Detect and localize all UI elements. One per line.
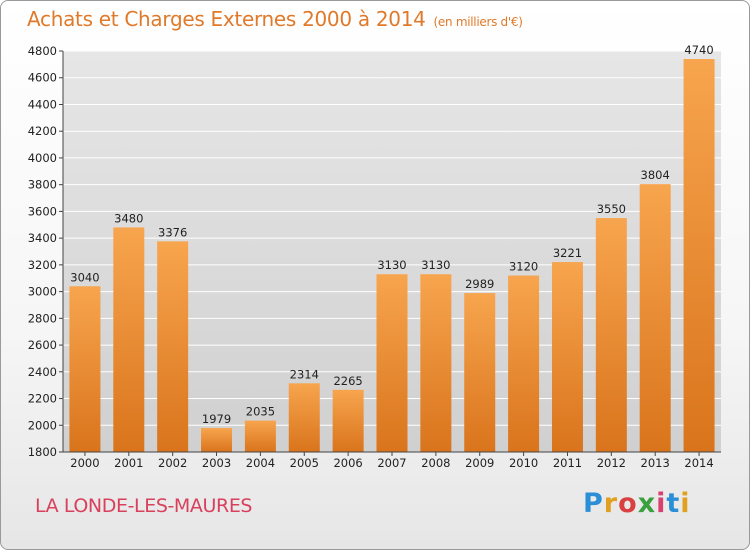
x-tick-label-2006: 2006 <box>333 456 362 470</box>
x-tick-label-2014: 2014 <box>684 456 713 470</box>
logo-letter: o <box>618 488 638 519</box>
city-name: LA LONDE-LES-MAURES <box>35 495 253 517</box>
bar-2000 <box>69 286 101 452</box>
value-label-2007: 3130 <box>377 258 406 272</box>
bars: 3040 3480 3376 1979 2035 2314 2265 3130 3130 2989… <box>69 43 715 453</box>
value-label-2005: 2314 <box>290 367 319 381</box>
logo-letter: t <box>666 488 681 519</box>
value-label-2008: 3130 <box>421 258 450 272</box>
y-axis: 1800 2000 2200 2400 2600 2800 3000 3200 3400 3600… <box>28 44 64 459</box>
y-tick-label: 1800 <box>28 445 57 459</box>
chart-subtitle: (en milliers d'€) <box>433 15 523 29</box>
value-label-2009: 2989 <box>465 277 494 291</box>
logo-letter: x <box>637 488 657 519</box>
y-tick-label: 3400 <box>28 231 57 245</box>
x-tick-label-2008: 2008 <box>421 456 450 470</box>
value-label-2002: 3376 <box>158 225 187 239</box>
bar-2006 <box>332 389 364 452</box>
x-tick-label-2001: 2001 <box>114 456 143 470</box>
chart-title-text: Achats et Charges Externes 2000 à 2014 <box>27 7 426 31</box>
y-tick-label: 2600 <box>28 338 57 352</box>
value-label-2011: 3221 <box>553 246 582 260</box>
x-tick-label-2005: 2005 <box>290 456 319 470</box>
bar-2001 <box>113 227 145 452</box>
value-label-2013: 3804 <box>641 168 670 182</box>
value-label-2012: 3550 <box>597 202 626 216</box>
value-label-2000: 3040 <box>70 270 99 284</box>
y-tick-label: 2200 <box>28 392 57 406</box>
bar-2002 <box>157 241 189 452</box>
bar-2007 <box>376 274 408 452</box>
y-tick-label: 4800 <box>28 44 57 58</box>
logo-letter: P <box>583 488 604 519</box>
x-tick-label-2004: 2004 <box>246 456 275 470</box>
x-tick-label-2010: 2010 <box>509 456 538 470</box>
y-tick-label: 4400 <box>28 97 57 111</box>
value-label-2003: 1979 <box>202 412 231 426</box>
y-tick-label: 3600 <box>28 204 57 218</box>
value-label-2004: 2035 <box>246 405 275 419</box>
proxiti-logo: Proxiti <box>583 488 691 519</box>
y-tick-label: 4200 <box>28 124 57 138</box>
y-tick-label: 2400 <box>28 365 57 379</box>
x-tick-label-2012: 2012 <box>597 456 626 470</box>
x-tick-label-2000: 2000 <box>70 456 99 470</box>
y-tick-label: 3200 <box>28 258 57 272</box>
x-tick-label-2007: 2007 <box>377 456 406 470</box>
x-tick-label-2002: 2002 <box>158 456 187 470</box>
bar-2008 <box>420 274 452 452</box>
y-tick-label: 3800 <box>28 178 57 192</box>
bar-2014 <box>683 59 715 453</box>
bar-2012 <box>595 218 627 452</box>
bar-2009 <box>464 293 496 452</box>
y-tick-label: 4600 <box>28 71 57 85</box>
chart-title: Achats et Charges Externes 2000 à 2014 (e… <box>27 7 523 31</box>
y-tick-label: 2800 <box>28 311 57 325</box>
bar-2010 <box>508 275 540 452</box>
value-label-2014: 4740 <box>684 43 713 57</box>
bar-2011 <box>551 262 583 452</box>
logo-letter: i <box>680 488 691 519</box>
y-tick-label: 2000 <box>28 418 57 432</box>
x-tick-label-2013: 2013 <box>641 456 670 470</box>
logo-letter: i <box>656 488 667 519</box>
value-label-2010: 3120 <box>509 260 538 274</box>
value-label-2006: 2265 <box>333 374 362 388</box>
bar-2004 <box>244 420 276 452</box>
x-tick-label-2003: 2003 <box>202 456 231 470</box>
y-tick-label: 3000 <box>28 285 57 299</box>
x-tick-label-2009: 2009 <box>465 456 494 470</box>
logo-letter: r <box>603 488 619 519</box>
x-tick-label-2011: 2011 <box>553 456 582 470</box>
value-label-2001: 3480 <box>114 211 143 225</box>
bar-2005 <box>288 383 320 452</box>
x-axis: 2000 2001 2002 2003 2004 2005 2006 2007 2008 2009… <box>63 451 721 470</box>
y-tick-label: 4000 <box>28 151 57 165</box>
bar-2003 <box>201 428 233 452</box>
bar-2013 <box>639 184 671 452</box>
